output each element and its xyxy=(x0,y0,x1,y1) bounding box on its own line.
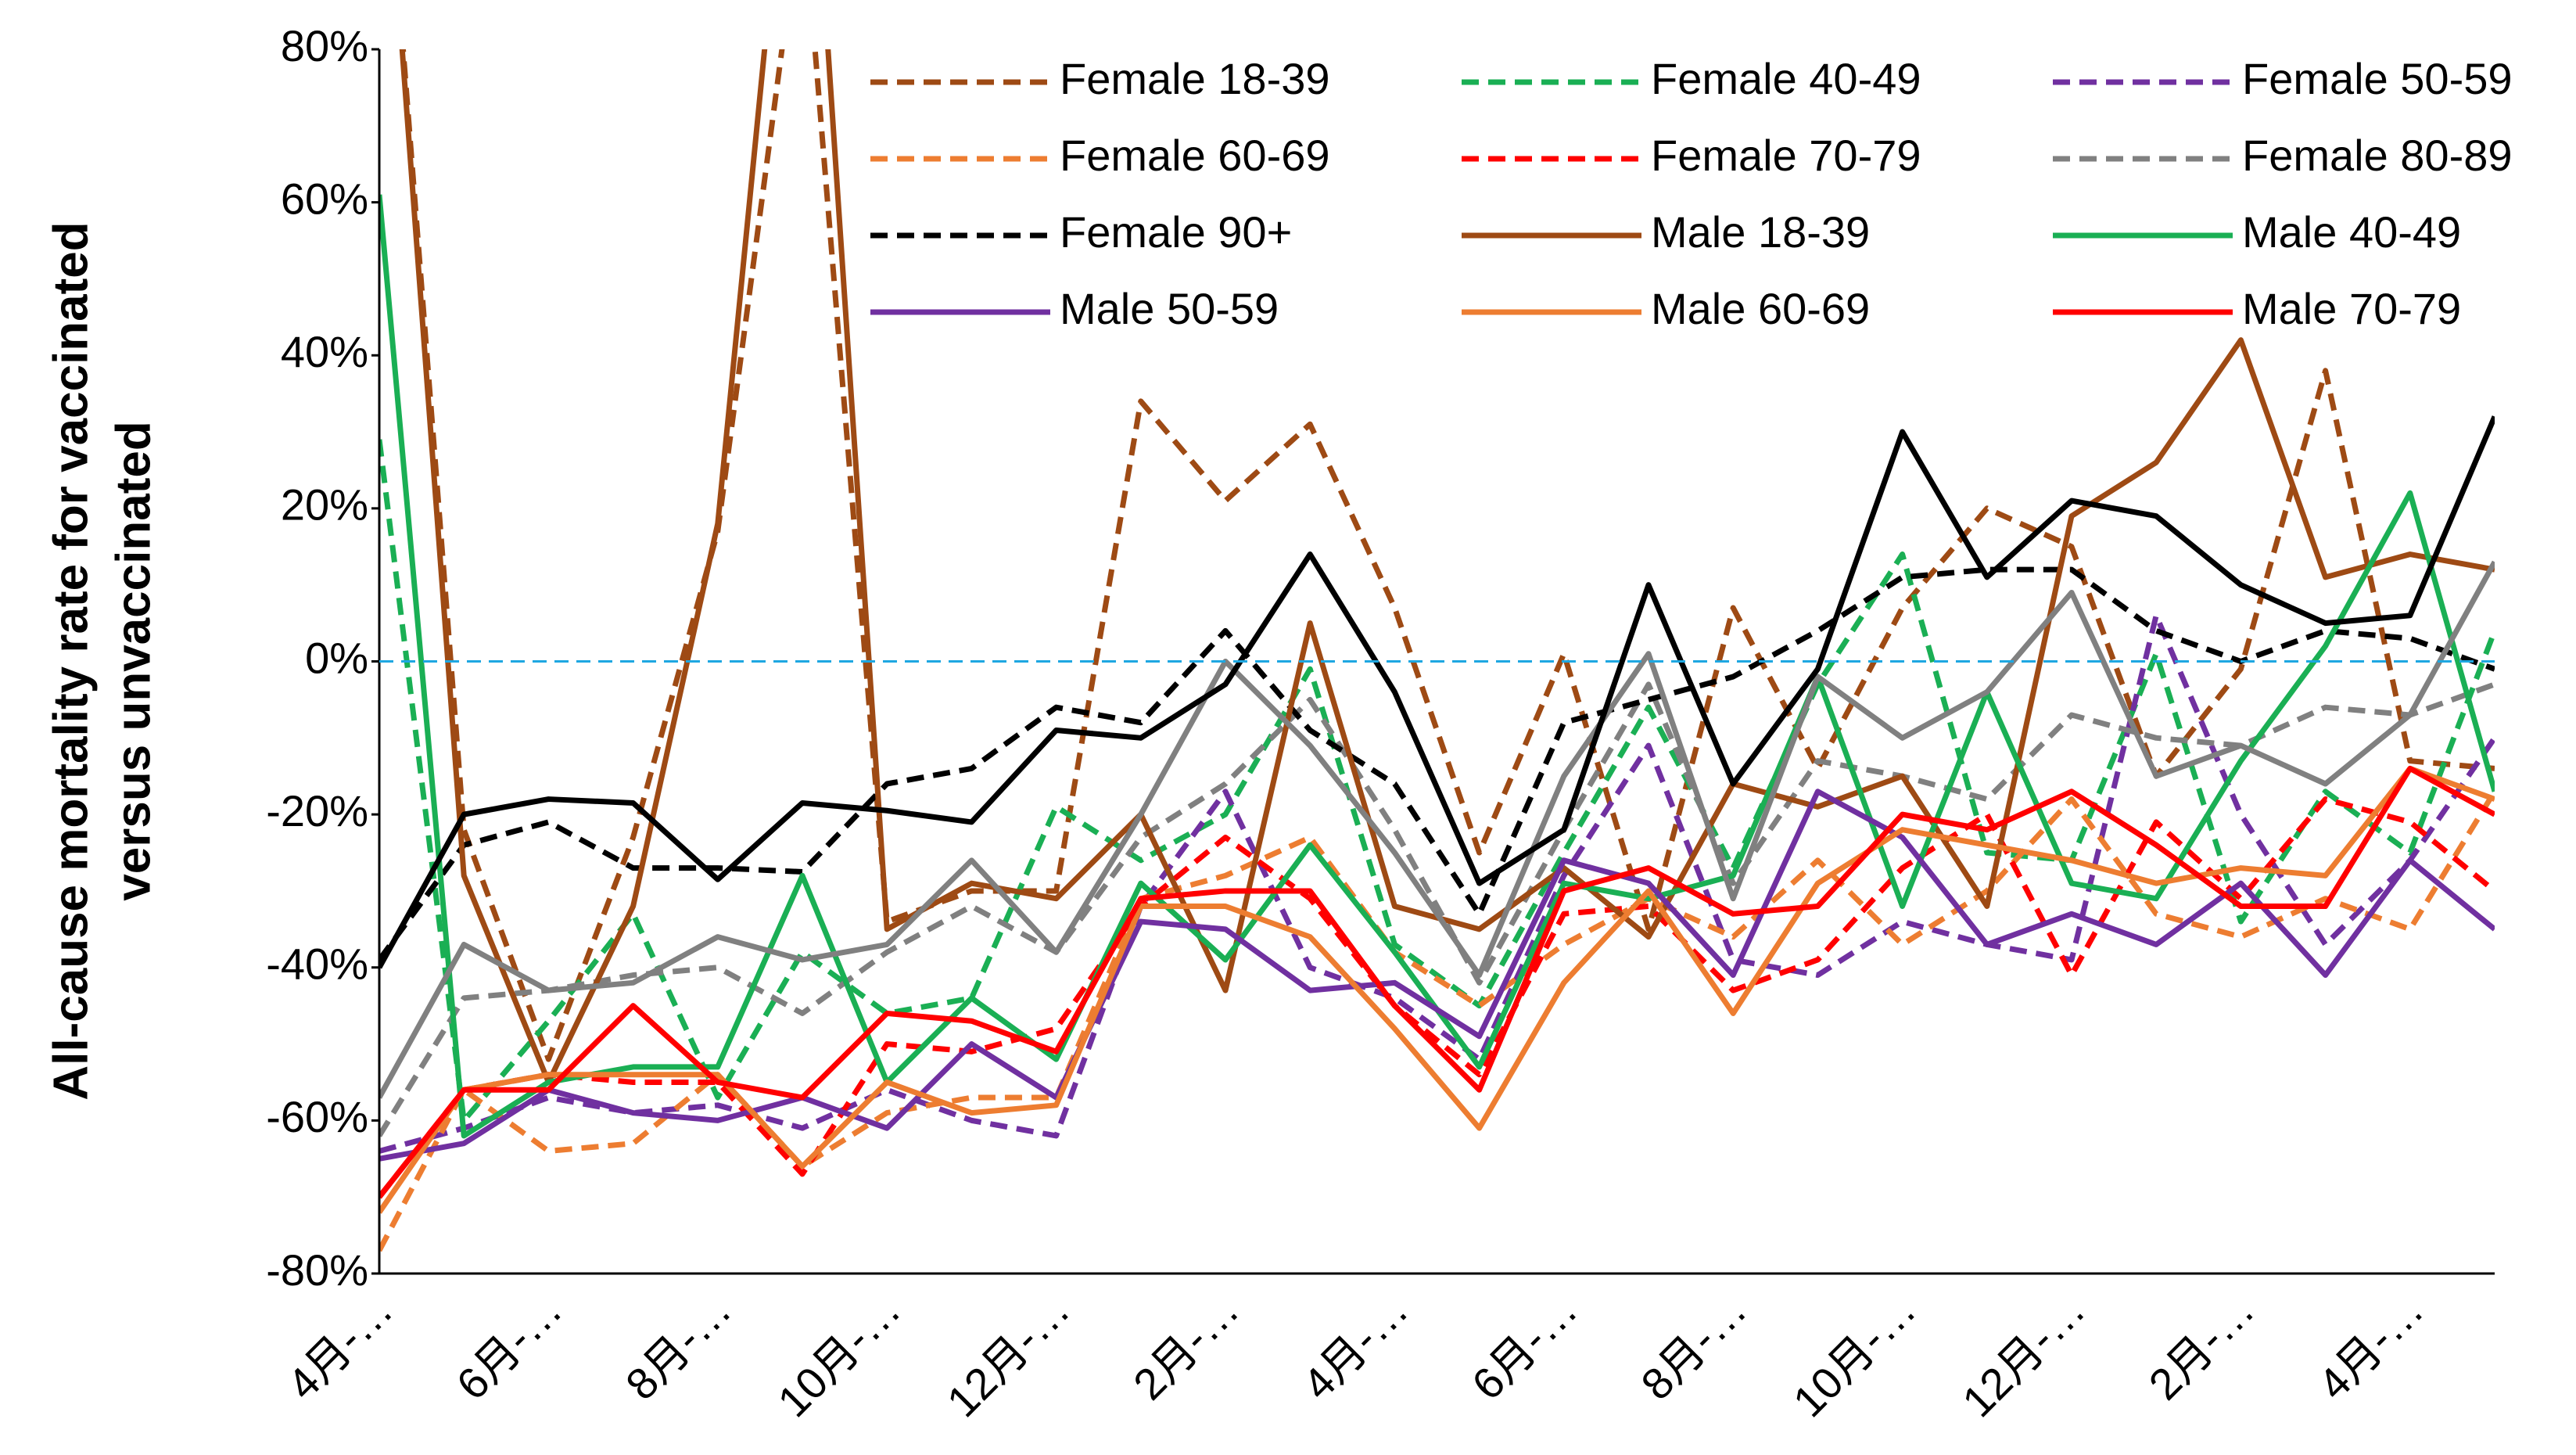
legend-label: Male 50-59 xyxy=(1060,284,1279,333)
series-line xyxy=(379,765,2495,1199)
legend-label: Female 80-89 xyxy=(2242,131,2513,180)
x-tick-label: 8月-… xyxy=(616,1284,741,1409)
legend-label: Female 70-79 xyxy=(1651,131,1921,180)
x-tick-label: 10月-… xyxy=(768,1284,909,1426)
x-tick-label: 6月-… xyxy=(1462,1284,1587,1409)
series-line xyxy=(379,796,2495,1199)
series-line xyxy=(379,566,2495,962)
y-tick-label: -40% xyxy=(266,939,368,989)
y-tick-label: 0% xyxy=(305,633,368,682)
series-line xyxy=(379,789,2495,1252)
x-tick-label: 10月-… xyxy=(1784,1284,1925,1426)
y-tick-label: 80% xyxy=(281,21,368,70)
x-tick-label: 4月-… xyxy=(1293,1284,1417,1409)
series-line xyxy=(400,49,2495,1062)
series-line xyxy=(379,415,2495,969)
series-line xyxy=(379,613,2495,1154)
x-tick-label: 4月-… xyxy=(2309,1284,2433,1409)
legend-label: Female 90+ xyxy=(1060,207,1292,257)
legend-label: Male 18-39 xyxy=(1651,207,1870,257)
y-tick-label: -80% xyxy=(266,1245,368,1295)
series-line xyxy=(379,439,2495,1123)
y-tick-label: 60% xyxy=(281,174,368,223)
legend-label: Male 60-69 xyxy=(1651,284,1870,333)
legend-label: Female 60-69 xyxy=(1060,131,1330,180)
x-tick-label: 12月-… xyxy=(1953,1284,2094,1426)
legend-label: Female 50-59 xyxy=(2242,54,2513,103)
y-tick-label: 40% xyxy=(281,327,368,376)
y-axis-title: All-cause mortality rate for vaccinated xyxy=(44,221,98,1100)
series-line xyxy=(379,560,2495,1099)
y-tick-label: -60% xyxy=(266,1092,368,1141)
x-tick-label: 2月-… xyxy=(2139,1284,2263,1409)
plot-area xyxy=(379,49,2495,1252)
series-line xyxy=(379,789,2495,1162)
legend-label: Female 40-49 xyxy=(1651,54,1921,103)
legend-label: Female 18-39 xyxy=(1060,54,1330,103)
x-tick-label: 8月-… xyxy=(1631,1284,1756,1409)
y-tick-label: -20% xyxy=(266,786,368,835)
series-line xyxy=(379,194,2495,1139)
series-line xyxy=(379,765,2495,1214)
x-tick-label: 6月-… xyxy=(447,1284,571,1409)
x-tick-label: 4月-… xyxy=(278,1284,402,1409)
x-tick-label: 2月-… xyxy=(1124,1284,1248,1409)
legend-label: Male 40-49 xyxy=(2242,207,2461,257)
x-tick-label: 12月-… xyxy=(938,1284,1079,1426)
y-axis-title: versus unvaccinated xyxy=(106,421,160,900)
series-line xyxy=(379,681,2495,1137)
y-tick-label: 20% xyxy=(281,480,368,530)
legend-label: Male 70-79 xyxy=(2242,284,2461,333)
